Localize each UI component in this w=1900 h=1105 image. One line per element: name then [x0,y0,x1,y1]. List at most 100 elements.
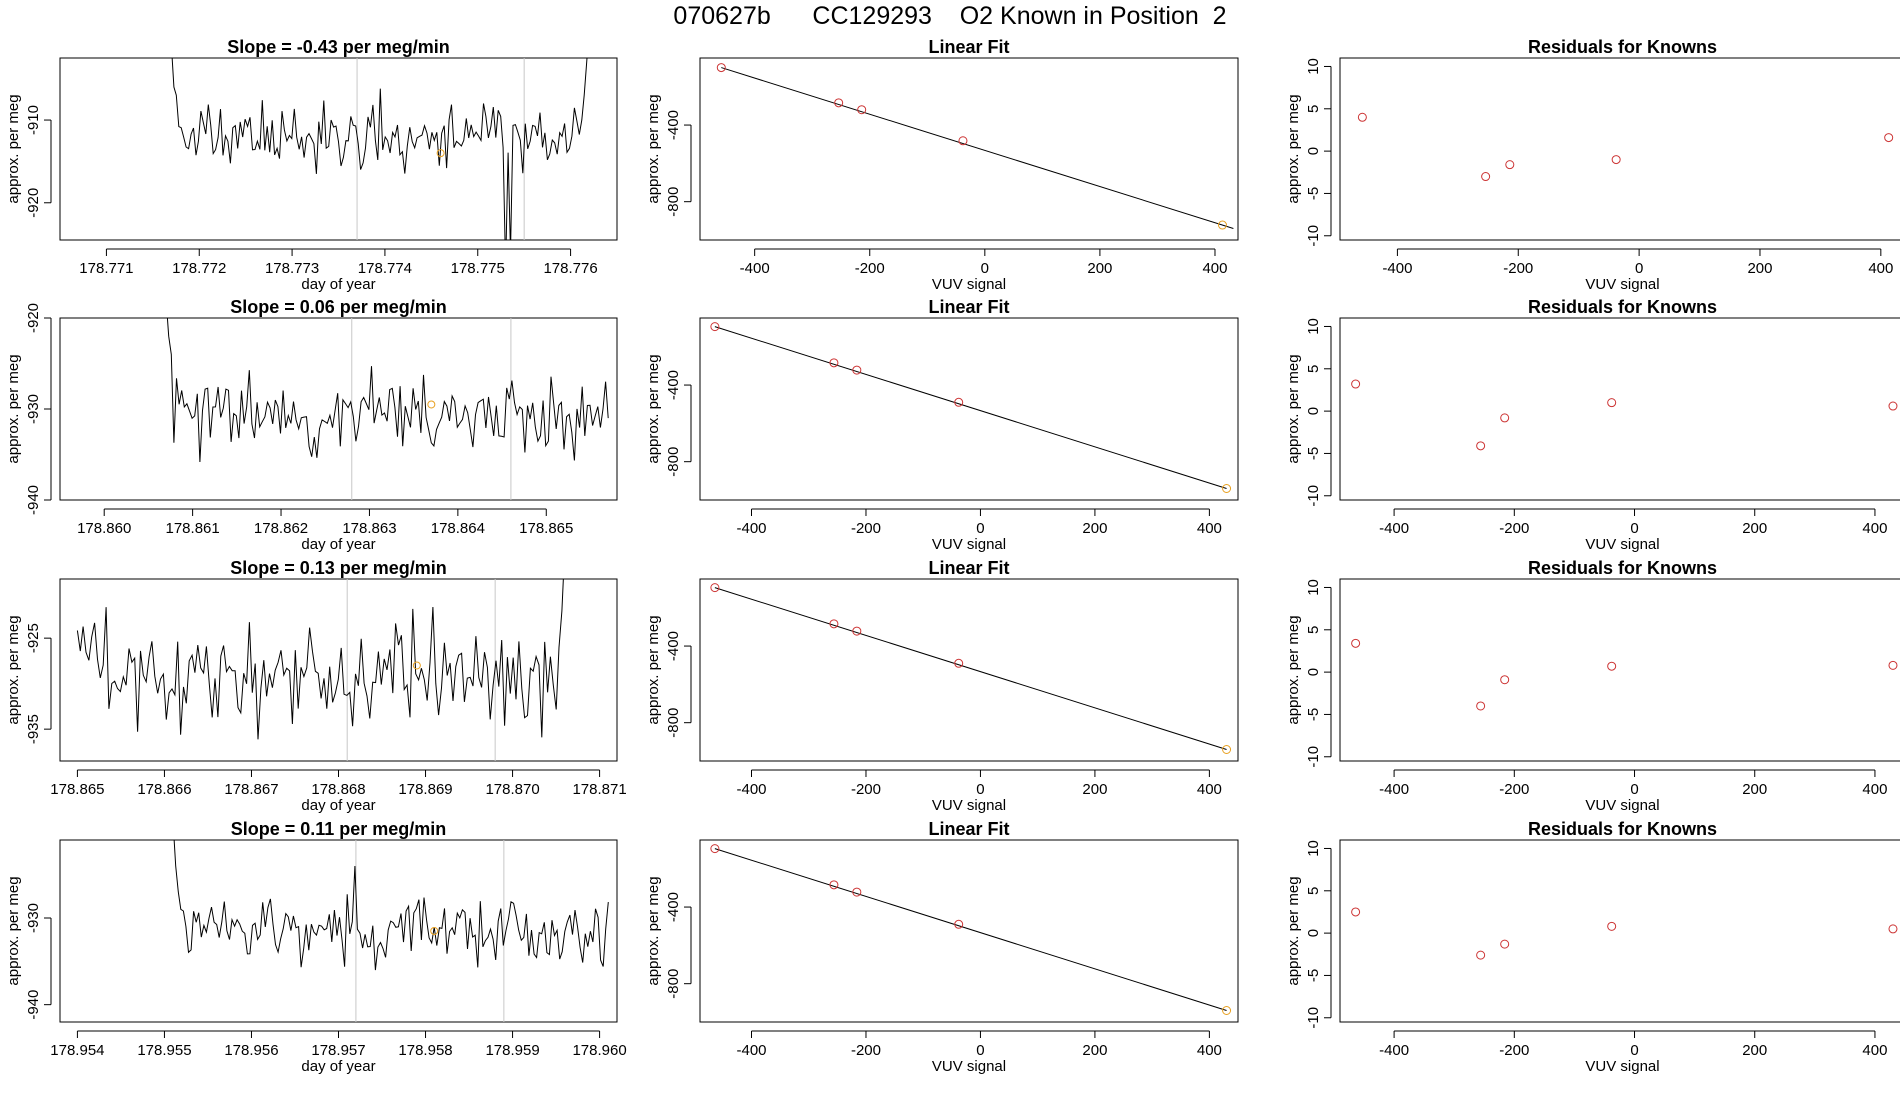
panel-title: Residuals for Knowns [1528,37,1717,57]
x-tick-label: -200 [1499,520,1529,537]
x-tick-label: 400 [1868,260,1893,277]
highlight-point [427,400,436,409]
data-point [1351,379,1361,389]
data-point [1500,939,1510,949]
x-axis-label: VUV signal [1585,797,1659,814]
y-tick-label: -400 [665,892,682,922]
y-tick-label: -10 [1305,225,1322,247]
x-tick-label: -400 [736,781,766,798]
data-point [852,887,862,897]
panel-6: Linear Fit -400 -200 0 200 400 VUV signal -800 -… [645,297,1239,553]
plot-box [699,578,1239,762]
x-tick-label: -400 [1379,781,1409,798]
data-point [852,626,862,636]
plot-box [1339,578,1900,762]
data-point [829,619,839,629]
data-point [1351,907,1361,917]
x-tick-label: 178.776 [543,260,597,277]
x-tick-label: -400 [736,520,766,537]
x-tick-label: 200 [1087,260,1112,277]
panel-title: Linear Fit [928,297,1009,317]
data-point [710,583,720,593]
y-axis-label: approx. per meg [645,876,662,985]
y-axis-label: approx. per meg [5,94,22,203]
highlight-point [1222,484,1232,494]
data-point [716,63,726,73]
y-tick-label: -935 [25,714,42,744]
x-tick-label: 178.865 [519,520,573,537]
y-tick-label: -10 [1305,1007,1322,1029]
y-tick-label: 10 [1305,58,1322,75]
y-tick-label: 10 [1305,840,1322,857]
y-tick-label: -5 [1305,708,1322,721]
y-tick-label: 0 [1305,668,1322,676]
y-tick-label: -10 [1305,746,1322,768]
x-tick-label: -400 [1379,1042,1409,1059]
data-point [1888,401,1898,411]
panel-title: Linear Fit [928,558,1009,578]
y-tick-label: 0 [1305,407,1322,415]
y-axis-label: approx. per meg [5,354,22,463]
data-point [1607,921,1617,931]
highlight-point [1217,220,1227,230]
panel-title: Residuals for Knowns [1528,819,1717,839]
data-point [1481,172,1491,182]
plot-box [59,57,618,241]
x-tick-label: 178.775 [451,260,505,277]
y-tick-label: 5 [1305,626,1322,634]
x-tick-label: 178.958 [398,1042,452,1059]
x-axis-label: VUV signal [1585,536,1659,553]
y-tick-label: -5 [1305,187,1322,200]
x-tick-label: 178.860 [77,520,131,537]
y-tick-label: 10 [1305,579,1322,596]
x-tick-label: 0 [1630,1042,1638,1059]
x-axis-label: day of year [301,276,375,293]
x-tick-label: 178.865 [50,781,104,798]
x-axis-label: day of year [301,1058,375,1075]
x-tick-label: -200 [1499,781,1529,798]
y-axis-label: approx. per meg [645,615,662,724]
x-tick-label: 0 [976,1042,984,1059]
y-tick-label: -800 [665,447,682,477]
x-tick-label: 0 [976,520,984,537]
panel-title: Linear Fit [928,37,1009,57]
y-axis-label: approx. per meg [645,94,662,203]
y-axis-label: approx. per meg [1285,94,1302,203]
panel-title: Slope = -0.43 per meg/min [227,37,450,57]
highlight-point [1222,745,1232,755]
panel-2: Slope = 0.06 per meg/min 178.860 178.861 17… [5,297,618,553]
data-point [1888,660,1898,670]
highlight-point [1222,1006,1232,1016]
x-tick-label: 0 [1630,781,1638,798]
x-tick-label: 178.772 [172,260,226,277]
x-axis-label: day of year [301,797,375,814]
data-point [1505,160,1515,170]
plot-box [699,57,1239,241]
panel-title: Residuals for Knowns [1528,297,1717,317]
x-tick-label: 200 [1082,781,1107,798]
y-axis-label: approx. per meg [1285,354,1302,463]
plot-box [59,578,618,762]
x-tick-label: 400 [1862,1042,1887,1059]
y-tick-label: -910 [25,105,42,135]
highlight-point [412,661,421,670]
x-axis-label: day of year [301,536,375,553]
x-tick-label: 178.864 [431,520,485,537]
x-tick-label: 200 [1742,520,1767,537]
y-tick-label: 5 [1305,105,1322,113]
x-tick-label: 178.774 [358,260,412,277]
panel-title: Slope = 0.13 per meg/min [230,558,447,578]
y-tick-label: 0 [1305,147,1322,155]
x-tick-label: -400 [1379,520,1409,537]
y-tick-label: 5 [1305,887,1322,895]
plot-box [699,839,1239,1023]
x-tick-label: 0 [981,260,989,277]
data-point [958,136,968,146]
figure-title: 070627b CC129293 O2 Known in Position 2 [673,2,1227,30]
x-tick-label: 400 [1862,781,1887,798]
x-tick-label: 178.867 [224,781,278,798]
panel-title: Slope = 0.11 per meg/min [231,819,447,839]
x-tick-label: 178.871 [572,781,626,798]
data-point [1357,112,1367,122]
